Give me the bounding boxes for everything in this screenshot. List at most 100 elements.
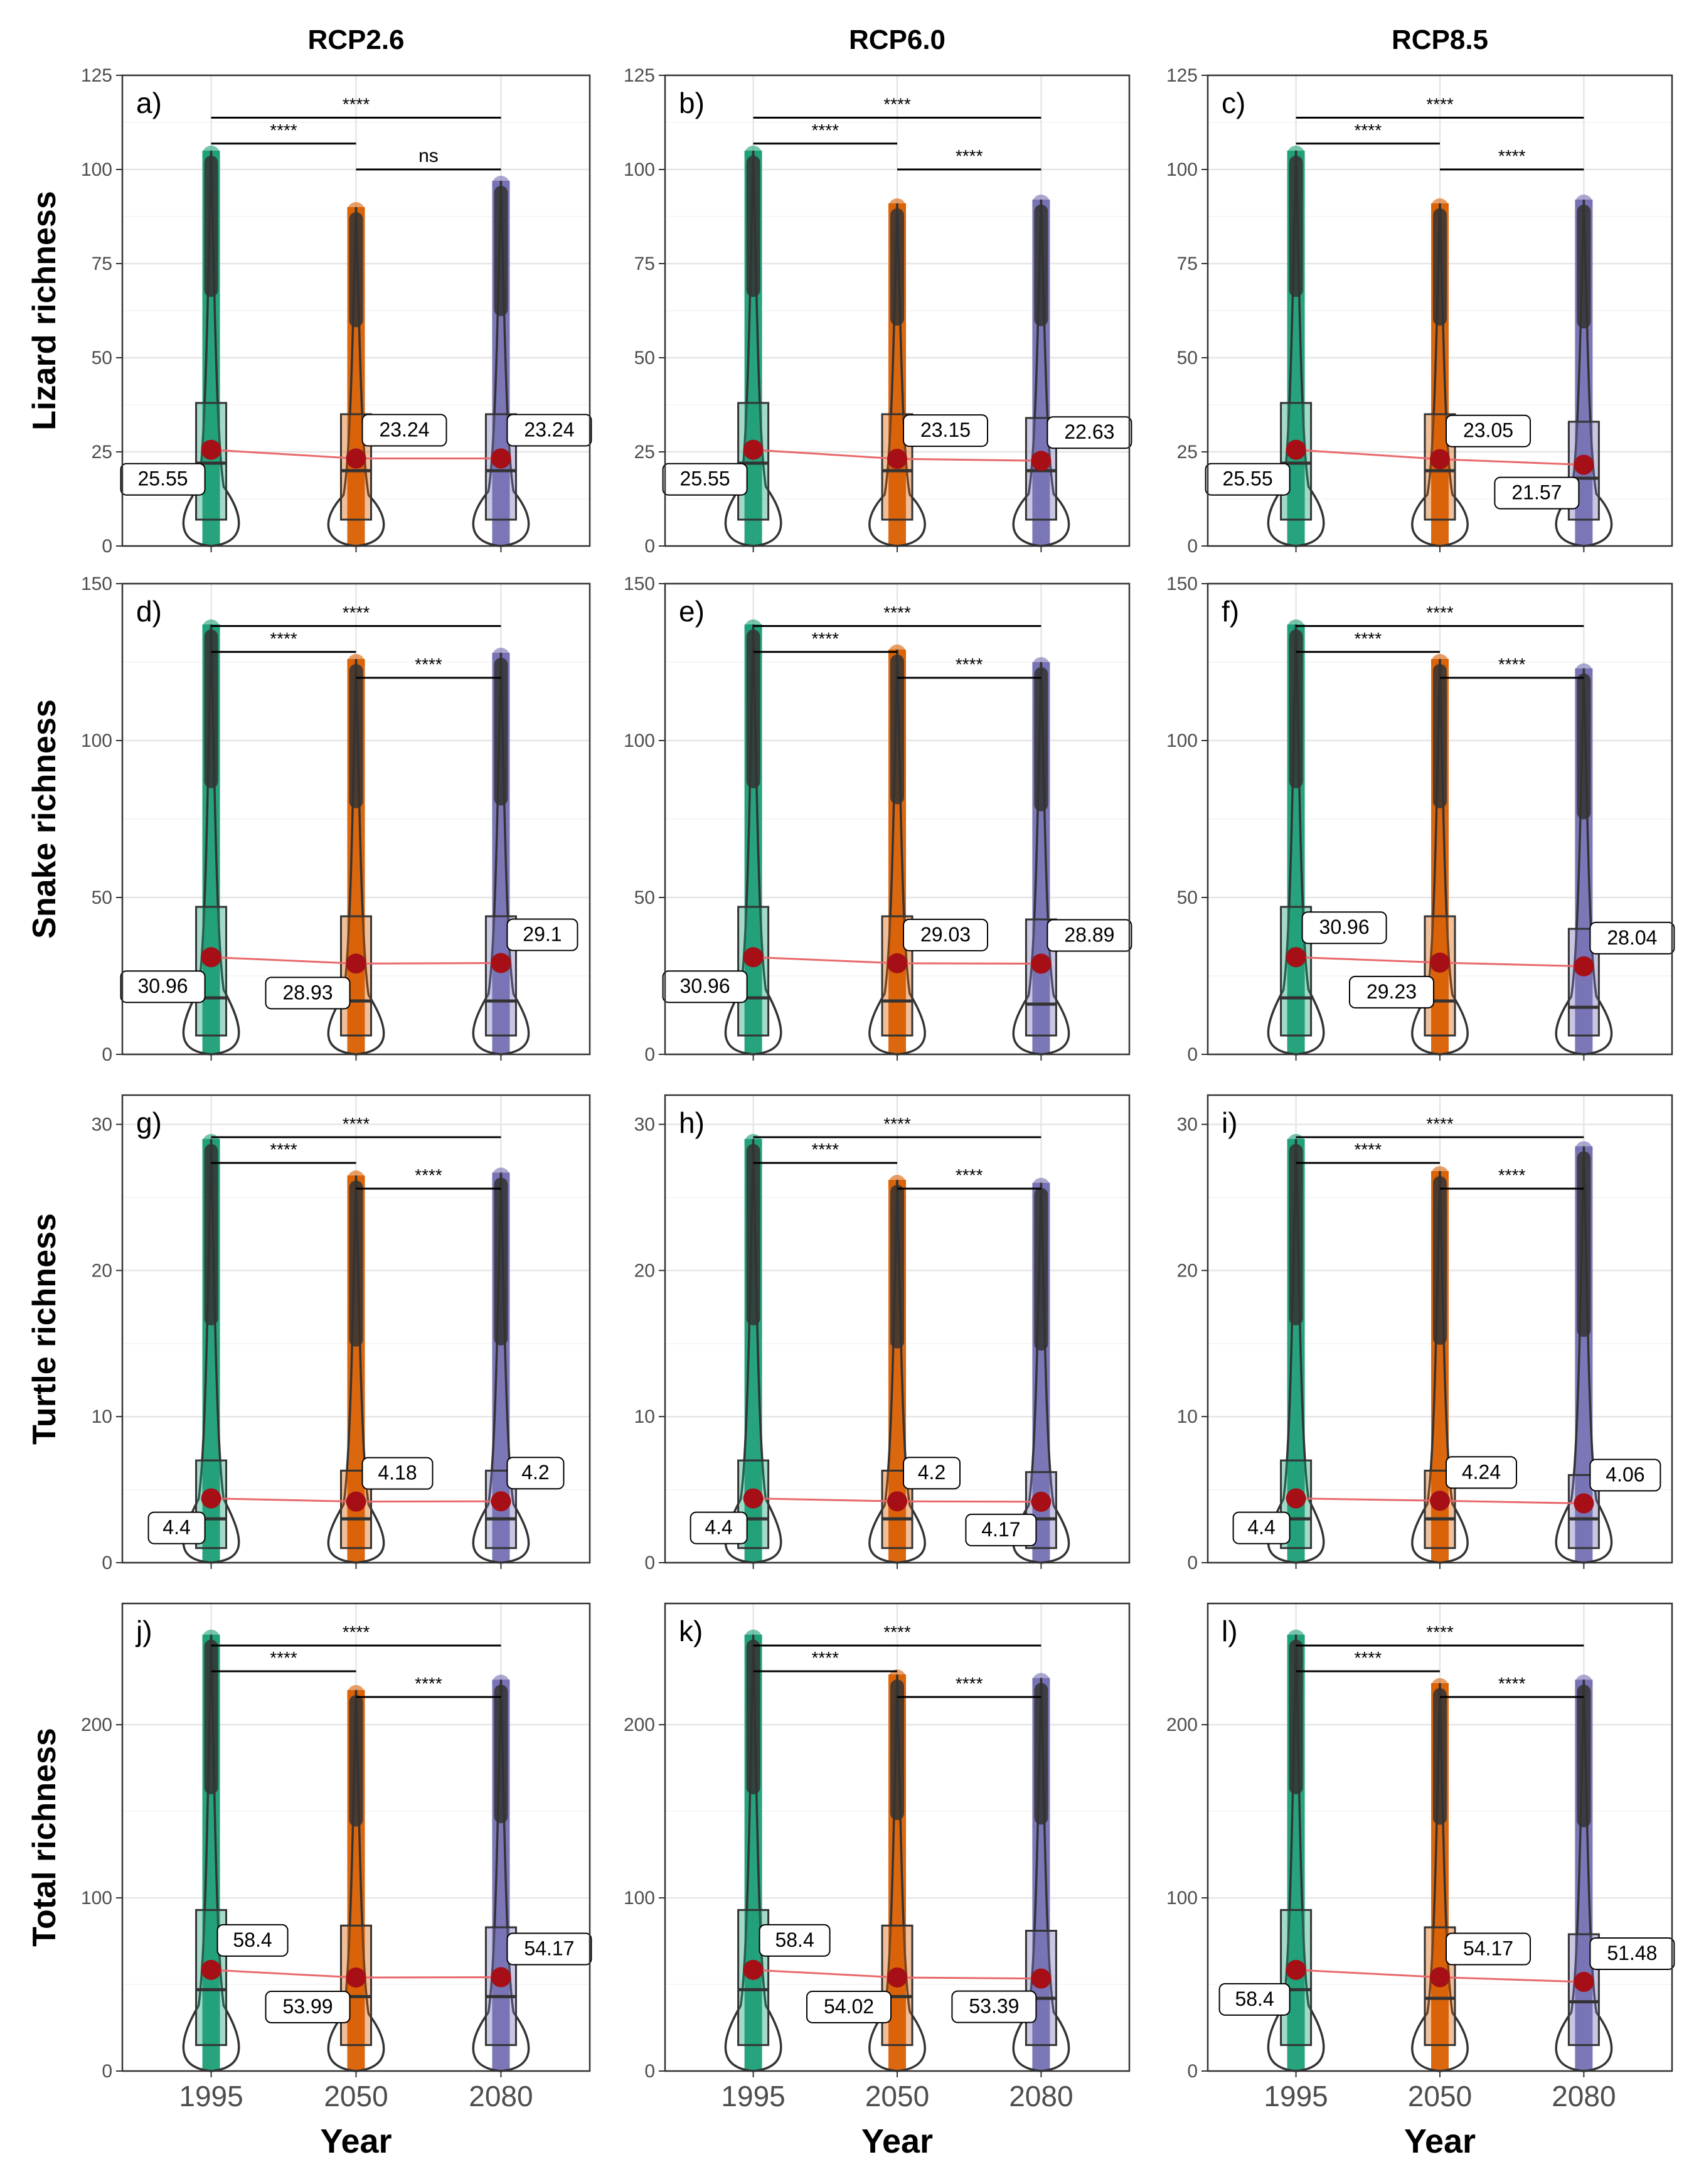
sig-label: **** bbox=[812, 120, 839, 140]
panel-letter: g) bbox=[136, 1106, 162, 1139]
sig-label: **** bbox=[343, 95, 370, 114]
mean-point-1995 bbox=[1286, 1488, 1306, 1509]
mean-point-2050 bbox=[887, 953, 907, 973]
x-tick-label: 2050 bbox=[324, 2080, 388, 2112]
y-tick-label: 10 bbox=[1177, 1406, 1198, 1427]
mean-point-1995 bbox=[1286, 947, 1306, 968]
y-tick-label: 150 bbox=[81, 574, 112, 594]
y-tick-label: 25 bbox=[92, 442, 112, 463]
sig-label: **** bbox=[415, 1165, 442, 1185]
sig-label: **** bbox=[343, 1622, 370, 1642]
panel-k: 0 100 200 1995 2050 2080 58.4 54.02 53.39 **** ***… bbox=[624, 1602, 1131, 2112]
mean-label-box bbox=[1232, 1511, 1291, 1544]
mean-label-box bbox=[662, 463, 748, 496]
mean-label: 23.24 bbox=[524, 419, 574, 441]
panel-f: 0 50 100 150 30.96 29.23 28.04 **** **** **** f) bbox=[1166, 574, 1675, 1065]
sig-label: **** bbox=[343, 603, 370, 623]
y-tick-label: 100 bbox=[624, 159, 655, 180]
sig-label: **** bbox=[270, 629, 297, 648]
mean-label-box bbox=[147, 1511, 206, 1544]
y-tick-label: 50 bbox=[634, 887, 655, 908]
mean-point-1995 bbox=[743, 947, 764, 968]
mean-label: 58.4 bbox=[233, 1929, 272, 1951]
sig-label: **** bbox=[1498, 146, 1526, 166]
panel-letter: h) bbox=[679, 1106, 705, 1139]
x-tick-label: 2050 bbox=[1408, 2080, 1472, 2112]
panel-border bbox=[1207, 1602, 1673, 2072]
panel-border bbox=[121, 1602, 591, 2072]
mean-label-box bbox=[1446, 1932, 1531, 1966]
mean-label: 51.48 bbox=[1607, 1942, 1657, 1964]
mean-label-box bbox=[1446, 1456, 1517, 1489]
mean-label: 25.55 bbox=[680, 468, 730, 490]
mean-label: 29.1 bbox=[523, 923, 562, 946]
y-tick-label: 0 bbox=[102, 536, 112, 557]
panel-letter: b) bbox=[679, 87, 705, 119]
mean-label-box bbox=[120, 970, 206, 1004]
mean-point-1995 bbox=[1286, 439, 1306, 460]
y-tick-label: 100 bbox=[1166, 159, 1198, 180]
sig-label: **** bbox=[1498, 655, 1526, 674]
sig-label: **** bbox=[1426, 1622, 1454, 1642]
y-tick-label: 100 bbox=[81, 731, 112, 751]
panel-border bbox=[664, 1602, 1131, 2072]
mean-point-1995 bbox=[201, 1959, 221, 1980]
mean-label: 4.2 bbox=[918, 1461, 946, 1484]
panel-letter: l) bbox=[1222, 1615, 1238, 1647]
mean-label-box bbox=[265, 1991, 351, 2024]
y-tick-label: 50 bbox=[1177, 887, 1198, 908]
panel-border bbox=[1207, 74, 1673, 547]
mean-point-2050 bbox=[346, 448, 366, 469]
mean-label-box bbox=[1589, 1459, 1661, 1492]
panel-j: 0 100 200 1995 2050 2080 58.4 53.99 54.17 **** ***… bbox=[81, 1602, 592, 2112]
y-tick-label: 0 bbox=[1187, 536, 1198, 557]
y-tick-label: 125 bbox=[81, 65, 112, 86]
y-tick-label: 0 bbox=[102, 1044, 112, 1065]
mean-point-2050 bbox=[1430, 1491, 1450, 1511]
sig-label: **** bbox=[883, 1622, 911, 1642]
panel-b: 0 25 50 75 100 125 25.55 23.15 22.63 **** **** ****… bbox=[624, 65, 1132, 557]
panel-c: 0 25 50 75 100 125 25.55 23.05 21.57 **** **** ****… bbox=[1166, 65, 1673, 557]
mean-label: 28.04 bbox=[1607, 926, 1657, 949]
x-tick-label: 2050 bbox=[865, 2080, 929, 2112]
x-tick-label: 1995 bbox=[1264, 2080, 1328, 2112]
panel-letter: k) bbox=[679, 1615, 703, 1647]
panel-letter: e) bbox=[679, 595, 705, 628]
mean-label-box bbox=[361, 414, 447, 447]
mean-label-box bbox=[903, 414, 988, 447]
y-tick-label: 0 bbox=[1187, 2061, 1198, 2082]
sig-label: **** bbox=[415, 655, 442, 674]
mean-label: 58.4 bbox=[1235, 1988, 1274, 2010]
y-tick-label: 0 bbox=[1187, 1553, 1198, 1573]
mean-label: 25.55 bbox=[138, 468, 188, 490]
panel-border bbox=[1207, 1094, 1673, 1564]
mean-label-box bbox=[1205, 463, 1291, 496]
mean-label: 4.4 bbox=[705, 1516, 732, 1539]
mean-label-box bbox=[951, 1990, 1037, 2023]
sig-label: **** bbox=[1426, 603, 1454, 623]
mean-label-box bbox=[1047, 416, 1132, 449]
panel-a: 0 25 50 75 100 125 25.55 23.24 23.24 **** ns **** a) bbox=[81, 65, 592, 557]
mean-point-2080 bbox=[491, 448, 511, 469]
column-header-rcp26: RCP2.6 bbox=[307, 24, 404, 55]
row-label: Lizard richness bbox=[26, 191, 63, 430]
row-label: Total richness bbox=[26, 1728, 63, 1947]
mean-point-2080 bbox=[491, 1967, 511, 1988]
sig-label: **** bbox=[1426, 95, 1454, 114]
mean-label-box bbox=[759, 1924, 831, 1957]
sig-label: **** bbox=[270, 1140, 297, 1159]
y-tick-label: 30 bbox=[1177, 1115, 1198, 1135]
mean-label-box bbox=[1589, 921, 1675, 955]
sig-label: ns bbox=[418, 146, 439, 166]
mean-point-2080 bbox=[491, 953, 511, 973]
y-tick-label: 100 bbox=[1166, 1888, 1198, 1908]
mean-point-2080 bbox=[1031, 1968, 1052, 1989]
sig-label: **** bbox=[270, 120, 297, 140]
sig-label: **** bbox=[1355, 629, 1382, 648]
x-tick-label: 1995 bbox=[179, 2080, 243, 2112]
column-header-rcp85: RCP8.5 bbox=[1392, 24, 1488, 55]
y-tick-label: 20 bbox=[92, 1260, 112, 1281]
mean-point-1995 bbox=[201, 439, 221, 460]
mean-label-box bbox=[1349, 975, 1434, 1009]
y-tick-label: 50 bbox=[1177, 348, 1198, 368]
